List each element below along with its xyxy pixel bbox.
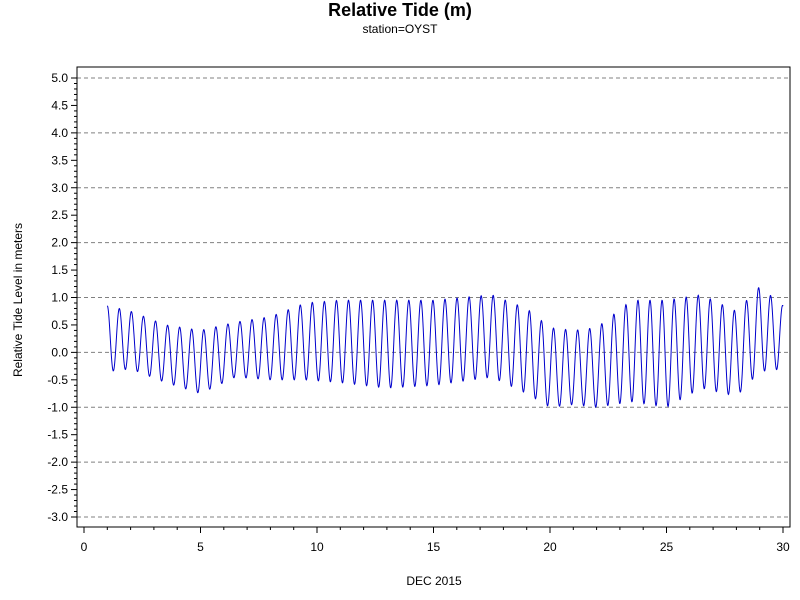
chart-subtitle: station=OYST [362, 22, 438, 36]
y-tick-label: -2.0 [47, 455, 68, 469]
x-tick-label: 0 [81, 540, 88, 554]
y-tick-label: 3.0 [51, 181, 68, 195]
x-tick-label: 30 [776, 540, 790, 554]
y-tick-label: -1.5 [47, 428, 68, 442]
gridlines [77, 77, 790, 518]
y-tick-label: 5.0 [51, 71, 68, 85]
x-tick-label: 15 [427, 540, 441, 554]
y-tick-label: -0.5 [47, 373, 68, 387]
y-tick-label: 2.5 [51, 208, 68, 222]
x-tick-label: 10 [310, 540, 324, 554]
y-tick-label: -1.0 [47, 400, 68, 414]
y-tick-label: -3.0 [47, 510, 68, 524]
y-tick-label: 0.0 [51, 345, 68, 359]
y-tick-label: 3.5 [51, 153, 68, 167]
series-layer [106, 287, 784, 409]
chart-title: Relative Tide (m) [328, 0, 472, 20]
y-tick-label: 2.0 [51, 236, 68, 250]
x-axis-label: DEC 2015 [406, 574, 462, 588]
y-tick-label: 1.5 [51, 263, 68, 277]
y-axis-label: Relative Tide Level in meters [11, 223, 25, 377]
y-tick-label: 4.0 [51, 126, 68, 140]
y-tick-label: 1.0 [51, 291, 68, 305]
y-tick-label: -2.5 [47, 483, 68, 497]
tide-series-line [106, 287, 784, 409]
x-tick-label: 5 [197, 540, 204, 554]
y-tick-label: 0.5 [51, 318, 68, 332]
axes: 5.0 4.5 4.0 3.5 3.0 2.5 2.0 1.5 1.0 0.5 0.0 -0.5 -1.… [47, 71, 790, 554]
y-tick-label: 4.5 [51, 98, 68, 112]
x-tick-label: 25 [660, 540, 674, 554]
x-tick-label: 20 [543, 540, 557, 554]
